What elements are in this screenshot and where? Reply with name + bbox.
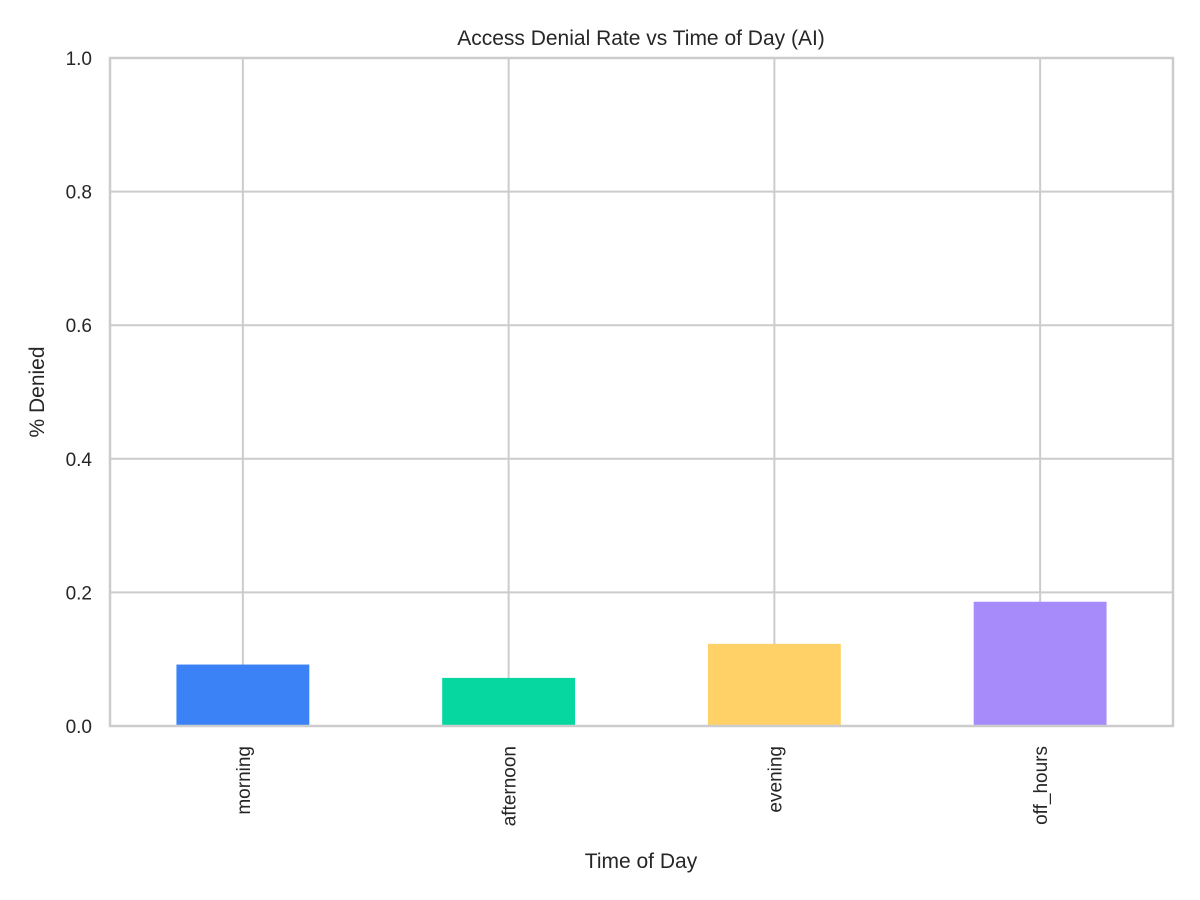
x-tick-label: off_hours <box>1031 746 1052 825</box>
y-tick-label: 1.0 <box>66 49 92 70</box>
y-tick-labels: 0.0 0.2 0.4 0.6 0.8 1.0 <box>66 49 93 738</box>
bar-afternoon <box>442 677 576 726</box>
bar-off_hours <box>973 601 1107 726</box>
y-tick-label: 0.4 <box>66 450 93 471</box>
y-axis-label: % Denied <box>26 346 49 437</box>
chart-title: Access Denial Rate vs Time of Day (AI) <box>457 27 825 50</box>
bar-evening <box>707 643 841 726</box>
x-tick-labels: morning afternoon evening off_hours <box>234 746 1052 826</box>
y-tick-label: 0.6 <box>66 316 92 337</box>
bars-layer <box>176 601 1107 726</box>
bar-morning <box>176 664 310 726</box>
x-axis-label: Time of Day <box>585 850 698 873</box>
y-tick-label: 0.8 <box>66 183 92 204</box>
y-tick-label: 0.0 <box>66 717 92 738</box>
plot-frame <box>108 56 1175 728</box>
x-tick-label: afternoon <box>500 746 521 826</box>
y-tick-label: 0.2 <box>66 583 92 604</box>
x-tick-label: evening <box>765 746 786 813</box>
x-tick-label: morning <box>234 746 255 815</box>
